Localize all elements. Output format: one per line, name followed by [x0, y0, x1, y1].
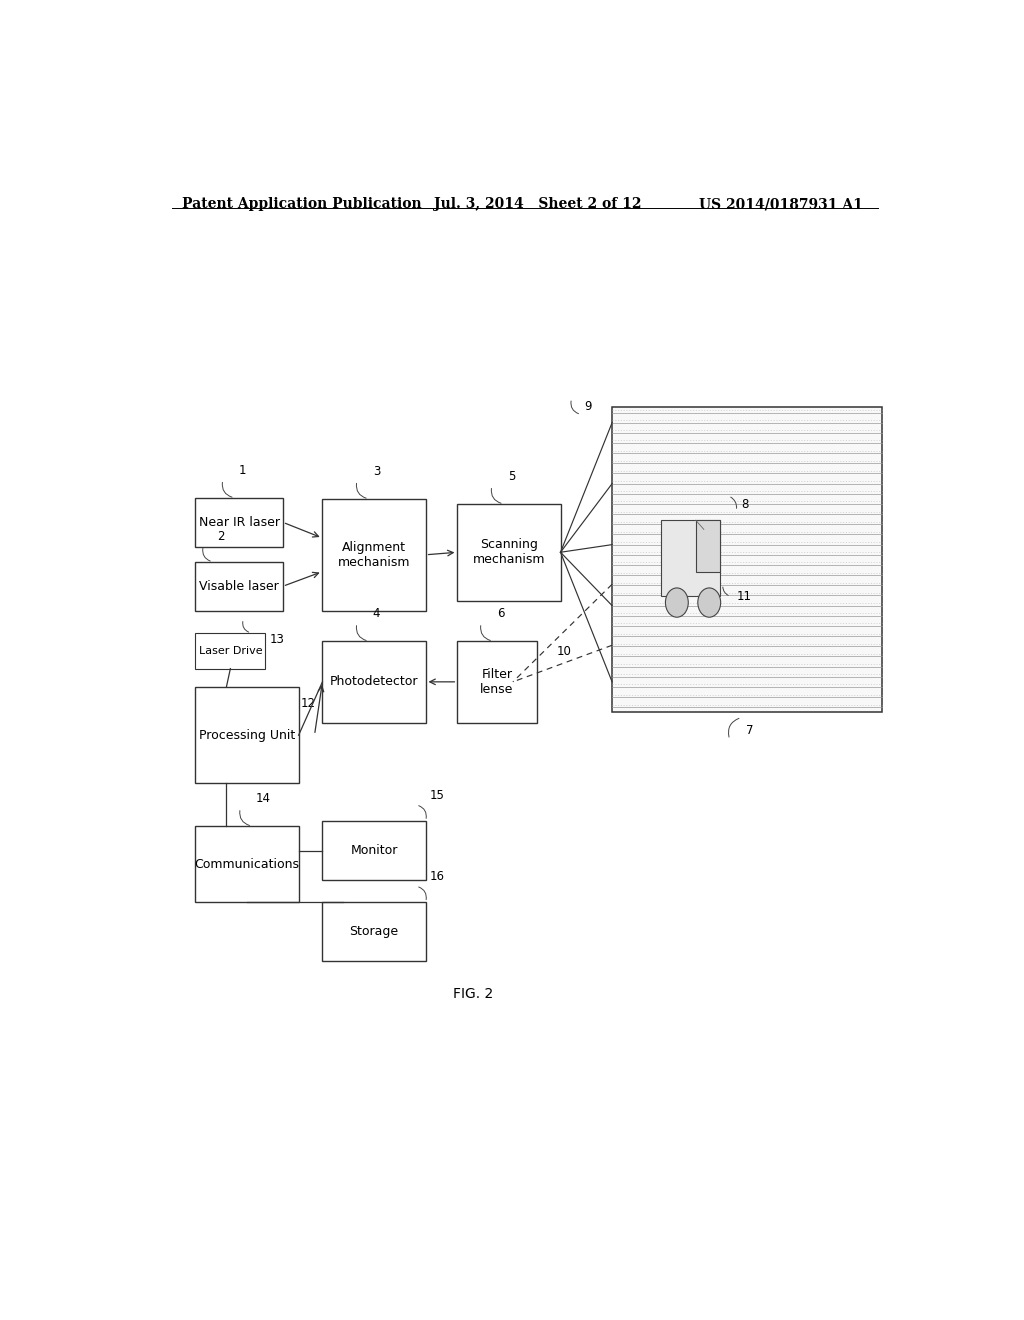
Text: Jul. 3, 2014   Sheet 2 of 12: Jul. 3, 2014 Sheet 2 of 12: [433, 197, 641, 211]
Bar: [196, 826, 299, 903]
Text: FIG. 2: FIG. 2: [453, 987, 494, 1001]
Text: 13: 13: [269, 634, 284, 645]
Text: 8: 8: [741, 499, 749, 511]
Bar: [323, 903, 426, 961]
Text: Storage: Storage: [349, 925, 398, 939]
Circle shape: [697, 587, 721, 618]
Bar: [323, 642, 426, 722]
Bar: [458, 642, 537, 722]
Bar: [695, 520, 720, 572]
Text: 16: 16: [430, 870, 444, 883]
Text: 3: 3: [373, 465, 380, 478]
Text: 4: 4: [373, 607, 380, 620]
Text: Communications: Communications: [195, 858, 300, 871]
Text: 7: 7: [745, 723, 753, 737]
Text: 11: 11: [736, 590, 752, 603]
Text: Near IR laser: Near IR laser: [199, 516, 280, 529]
Bar: [612, 408, 882, 713]
Text: Patent Application Publication: Patent Application Publication: [182, 197, 422, 211]
Bar: [660, 520, 720, 597]
Text: Monitor: Monitor: [350, 843, 397, 857]
Text: Processing Unit: Processing Unit: [199, 729, 295, 742]
Text: 2: 2: [217, 529, 224, 543]
Text: 9: 9: [585, 400, 592, 412]
Bar: [196, 686, 299, 784]
Bar: [323, 821, 426, 880]
Text: 14: 14: [256, 792, 271, 805]
Bar: [196, 634, 265, 669]
Text: 6: 6: [497, 607, 505, 620]
Text: US 2014/0187931 A1: US 2014/0187931 A1: [699, 197, 863, 211]
Text: Filter
lense: Filter lense: [480, 668, 514, 696]
Bar: [458, 504, 560, 601]
Bar: [196, 498, 283, 546]
Text: 5: 5: [508, 470, 515, 483]
Text: Scanning
mechanism: Scanning mechanism: [473, 539, 545, 566]
Text: 10: 10: [557, 645, 571, 659]
Text: 1: 1: [239, 463, 246, 477]
Bar: [323, 499, 426, 611]
Text: Laser Drive: Laser Drive: [199, 645, 262, 656]
Text: Alignment
mechanism: Alignment mechanism: [338, 541, 411, 569]
Circle shape: [666, 587, 688, 618]
Text: 15: 15: [430, 789, 444, 801]
Text: Photodetector: Photodetector: [330, 676, 418, 688]
Bar: [196, 562, 283, 611]
Text: Visable laser: Visable laser: [200, 579, 279, 593]
Text: 12: 12: [301, 697, 316, 710]
